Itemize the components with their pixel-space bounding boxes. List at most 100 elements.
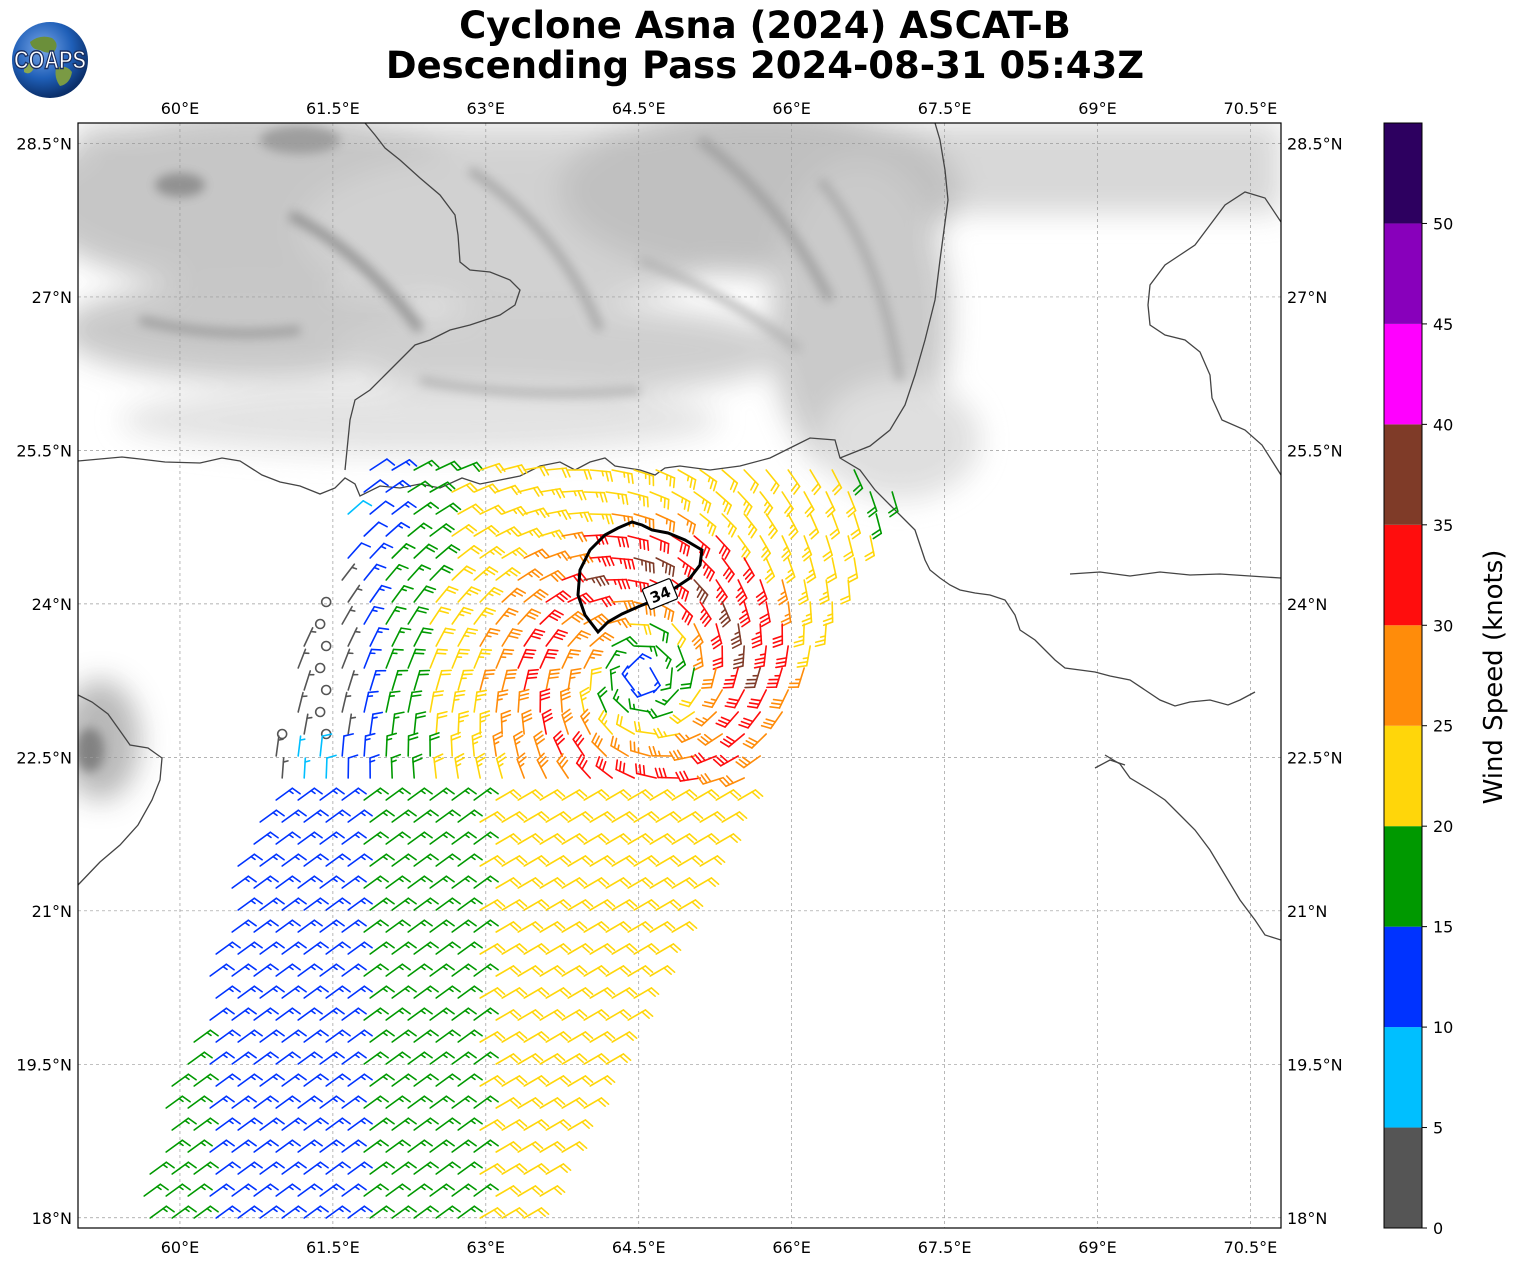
wind-barb: [385, 563, 409, 581]
wind-barb: [457, 897, 483, 911]
wind-barb: [825, 491, 836, 518]
wind-barb: [583, 613, 610, 626]
wind-barb: [545, 1031, 572, 1043]
wind-barb: [609, 665, 621, 691]
wind-barb: [325, 897, 351, 911]
wind-barb: [193, 1117, 219, 1131]
wind-barb: [347, 941, 373, 955]
wind-barb: [209, 1095, 235, 1109]
wind-barb: [325, 1205, 351, 1219]
left-lat-tick-label: 22.5°N: [16, 748, 72, 767]
wind-barb: [561, 1141, 588, 1153]
wind-barb: [655, 943, 682, 955]
wind-barb: [583, 649, 604, 669]
wind-barb: [473, 919, 499, 933]
wind-barb: [655, 855, 682, 867]
wind-barb: [649, 921, 676, 933]
wind-barb: [275, 787, 301, 801]
wind-barb: [385, 787, 411, 801]
wind-barb: [413, 1205, 439, 1219]
wind-barb: [341, 1183, 367, 1197]
bottom-lon-tick-label: 61.5°E: [306, 1238, 360, 1257]
wind-barb: [303, 1117, 329, 1131]
wind-barb: [583, 1097, 610, 1109]
wind-barb: [539, 1053, 566, 1065]
left-lat-tick-label: 24°N: [32, 595, 72, 614]
wind-barb: [237, 1117, 263, 1131]
wind-barb: [391, 897, 417, 911]
wind-barb: [237, 1073, 263, 1087]
wind-barb: [303, 1205, 329, 1219]
wind-barb: [523, 811, 550, 823]
wind-barb: [735, 579, 748, 606]
wind-barb: [561, 789, 588, 801]
wind-barb: [215, 1073, 241, 1087]
wind-barb: [369, 1205, 395, 1219]
wind-barb: [501, 855, 528, 867]
wind-barb: [187, 1095, 213, 1109]
wind-barb: [407, 648, 426, 669]
wind-barb: [633, 645, 658, 657]
wind-barb: [697, 733, 723, 746]
wind-barb: [627, 833, 654, 845]
wind-barb: [391, 1073, 417, 1087]
wind-barb: [390, 753, 402, 779]
wind-barb: [589, 855, 616, 867]
wind-barb: [385, 606, 407, 625]
wind-barb: [391, 1029, 417, 1043]
wind-barb: [539, 1009, 566, 1021]
wind-barb: [730, 623, 742, 649]
left-lat-tick-label: 27°N: [32, 288, 72, 307]
wind-barb: [517, 648, 537, 669]
top-lon-tick-label: 69°E: [1078, 99, 1116, 118]
wind-barb: [803, 491, 815, 518]
wind-barb: [567, 469, 593, 480]
wind-barb: [391, 809, 417, 823]
wind-barb: [781, 535, 792, 562]
wind-barb: [829, 513, 841, 540]
wind-barb: [435, 1205, 461, 1219]
wind-barb: [523, 1207, 550, 1219]
wind-barb: [691, 623, 704, 650]
wind-barb: [413, 809, 439, 823]
wind-barb: [259, 853, 285, 867]
wind-barb: [605, 877, 632, 889]
wind-barb: [671, 491, 691, 512]
wind-barb: [363, 563, 387, 581]
wind-barb: [627, 491, 649, 508]
wind-barb: [722, 667, 739, 689]
wind-barb: [435, 1029, 461, 1043]
wind-barb: [871, 513, 883, 540]
wind-barb: [407, 1051, 433, 1065]
wind-barb: [281, 941, 307, 955]
wind-barb: [429, 690, 444, 713]
wind-barb: [363, 732, 376, 757]
wind-barb: [413, 853, 439, 867]
wind-barb: [545, 1163, 572, 1175]
wind-barb: [275, 963, 301, 977]
wind-barb: [479, 943, 506, 955]
wind-barb: [451, 963, 477, 977]
wind-barb: [517, 921, 544, 933]
wind-barb: [523, 668, 539, 691]
wind-barb: [655, 689, 679, 706]
wind-barb: [598, 710, 613, 735]
wind-barb: [347, 809, 373, 823]
wind-barb: [633, 513, 655, 531]
wind-barb: [677, 513, 696, 535]
wind-barb: [567, 811, 594, 823]
wind-barb: [539, 1185, 566, 1197]
wind-barb: [209, 1139, 235, 1153]
wind-barb: [413, 585, 437, 603]
bottom-lon-tick-label: 64.5°E: [612, 1238, 666, 1257]
wind-barb: [435, 853, 461, 867]
wind-barb: [253, 919, 279, 933]
wind-barb: [319, 1095, 345, 1109]
wind-barb: [303, 757, 311, 779]
wind-barb: [627, 623, 652, 636]
wind-barb: [630, 688, 657, 698]
wind-barb: [473, 1095, 499, 1109]
wind-barb: [385, 875, 411, 889]
wind-barb: [589, 811, 616, 823]
wind-barb: [429, 1139, 455, 1153]
